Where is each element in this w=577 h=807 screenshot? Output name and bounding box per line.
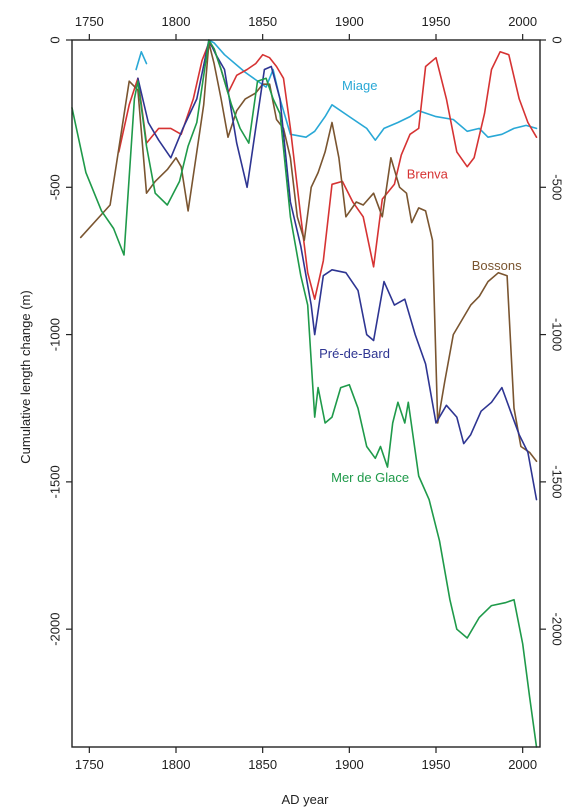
- y-tick-label-right: -1500: [550, 465, 565, 498]
- x-axis-title: AD year: [282, 792, 330, 807]
- axis-ticks: 1750 1750 1800 1800 1850 1850 1900 1900 1950 1950…: [47, 14, 564, 772]
- y-tick-label-right: 0: [550, 36, 565, 43]
- x-tick-label-bottom: 1950: [422, 757, 451, 772]
- y-tick-label-right: -500: [550, 174, 565, 200]
- y-tick-label-right: -2000: [550, 613, 565, 646]
- x-tick-label-bottom: 1900: [335, 757, 364, 772]
- series-label-bossons: Bossons: [472, 258, 522, 273]
- x-tick-label-top: 1900: [335, 14, 364, 29]
- x-tick-label-top: 1850: [248, 14, 277, 29]
- y-tick-label-right: -1000: [550, 318, 565, 351]
- y-tick-label-left: -1000: [47, 318, 62, 351]
- series-label-mer-de-glace: Mer de Glace: [331, 470, 409, 485]
- x-tick-label-bottom: 1850: [248, 757, 277, 772]
- series-label-miage: Miage: [342, 78, 377, 93]
- series-lines: [71, 39, 538, 748]
- series-label-brenva: Brenva: [407, 166, 449, 181]
- x-tick-label-top: 1800: [162, 14, 191, 29]
- x-tick-label-bottom: 2000: [508, 757, 537, 772]
- series-line-brenva: [118, 42, 538, 300]
- y-tick-label-left: -500: [47, 174, 62, 200]
- series-line-miage: [208, 39, 538, 141]
- y-tick-label-left: 0: [47, 36, 62, 43]
- series-label-pr-de-bard: Pré-de-Bard: [319, 346, 390, 361]
- y-tick-label-left: -2000: [47, 613, 62, 646]
- y-axis-title: Cumulative length change (m): [18, 290, 33, 463]
- x-tick-label-top: 1950: [422, 14, 451, 29]
- series-line-miage: [135, 51, 148, 71]
- x-tick-label-bottom: 1800: [162, 757, 191, 772]
- x-tick-label-bottom: 1750: [75, 757, 104, 772]
- y-tick-label-left: -1500: [47, 465, 62, 498]
- x-tick-label-top: 1750: [75, 14, 104, 29]
- series-labels: Miage Brenva Bossons Pré-de-Bard Mer de Glac…: [319, 78, 522, 485]
- series-line-bossons: [79, 42, 538, 463]
- x-tick-label-top: 2000: [508, 14, 537, 29]
- series-line-mer-de-glace: [71, 39, 538, 748]
- plot-frame: [71, 39, 541, 748]
- axes-frame: [71, 39, 541, 748]
